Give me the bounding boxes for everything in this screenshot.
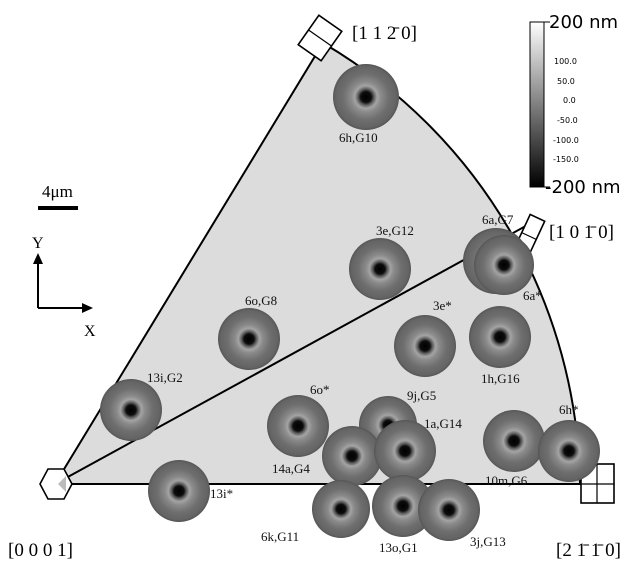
label-3j-G13: 3j,G13: [470, 534, 506, 549]
scale-bar-label: 4μm: [42, 182, 73, 201]
y-arrow-icon: [33, 253, 43, 264]
indent-13i-star: [148, 460, 210, 522]
indent-1a-G14: [374, 420, 436, 482]
colorbar-tick: -50.0: [557, 116, 578, 125]
indent-13i-G2: [100, 379, 162, 441]
colorbar-tick: -150.0: [553, 155, 579, 164]
label-14a-G4: 14a,G4: [272, 461, 310, 476]
colorbar-gradient: [529, 21, 545, 188]
indent-6h-G10: [333, 64, 399, 130]
indent-10m-G6: [483, 410, 545, 472]
label-13i-G2: 13i,G2: [147, 370, 183, 385]
label-6o-G8: 6o,G8: [245, 293, 277, 308]
indent-14a-G4: [322, 426, 382, 486]
indent-3e-star: [394, 315, 456, 377]
indent-6a-star: [474, 235, 534, 295]
colorbar-max-label: 200 nm: [549, 12, 618, 33]
label-6a-G7: 6a,G7: [482, 212, 514, 227]
label-10m-G6: 10m,G6: [485, 473, 528, 488]
height-colorbar: 200 nm -200 nm 100.0 50.0 0.0 -50.0 -100…: [529, 12, 621, 198]
indent-6h-star: [538, 420, 600, 482]
direction-label-right: [1 0 1̄ 0]: [549, 222, 614, 243]
direction-label-bottom-left: [0 0 0 1]: [8, 540, 73, 561]
label-6h-star: 6h*: [559, 402, 579, 417]
rect-marker-11-20: [297, 14, 343, 62]
label-1a-G14: 1a,G14: [424, 416, 462, 431]
colorbar-min-label: -200 nm: [545, 177, 621, 198]
label-3e-G12: 3e,G12: [376, 223, 414, 238]
label-9j-G5: 9j,G5: [407, 388, 436, 403]
indent-images: [100, 64, 600, 541]
x-axis-label: X: [84, 323, 96, 340]
scale-bar-line: [38, 206, 78, 210]
indent-3e-G12: [349, 238, 411, 300]
indent-1h-G16: [469, 306, 531, 368]
indent-6o-G8: [218, 308, 280, 370]
x-arrow-icon: [82, 303, 93, 313]
grain-labels: 6h,G10 3e,G12 6a,G7 6a* 6o,G8 3e* 1h,G16…: [147, 130, 579, 555]
label-13i-star: 13i*: [210, 486, 233, 501]
colorbar-tick: 0.0: [563, 96, 576, 105]
colorbar-tick: 100.0: [554, 57, 577, 66]
indent-6k-G11: [312, 480, 370, 538]
direction-label-top: [1 1 2̄ 0]: [352, 23, 417, 44]
indent-13o-G1: [372, 475, 434, 537]
label-6o-star: 6o*: [310, 382, 330, 397]
y-axis-label: Y: [32, 235, 44, 252]
indent-3j-G13: [418, 479, 480, 541]
colorbar-tick: -100.0: [553, 136, 579, 145]
xy-axes: Y X: [32, 235, 96, 340]
direction-label-bottom-right: [2 1̄ 1̄ 0]: [556, 540, 621, 561]
label-6a-star: 6a*: [523, 288, 542, 303]
label-1h-G16: 1h,G16: [481, 371, 520, 386]
label-3e-star: 3e*: [433, 298, 452, 313]
label-6k-G11: 6k,G11: [261, 529, 299, 544]
hexagon-marker-0001: [39, 468, 73, 500]
indent-6o-star: [267, 395, 329, 457]
label-6h-G10: 6h,G10: [339, 130, 378, 145]
scale-bar: 4μm: [38, 182, 78, 210]
colorbar-tick: 50.0: [557, 77, 575, 86]
label-13o-G1: 13o,G1: [379, 540, 418, 555]
